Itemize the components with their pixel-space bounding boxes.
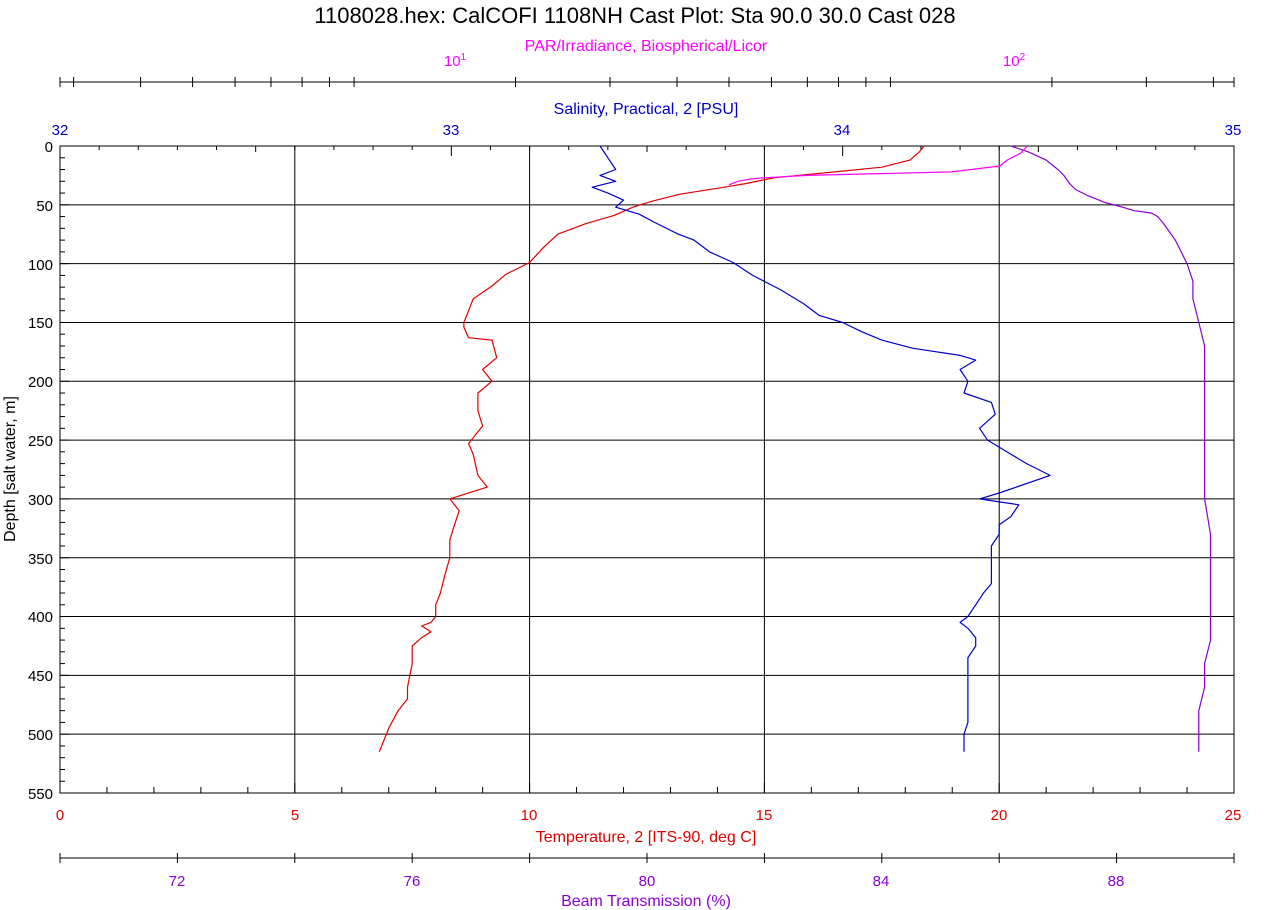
temperature-tick-label-20: 20 xyxy=(991,807,1008,824)
par-axis xyxy=(59,77,1235,87)
salinity-tick-label-34: 34 xyxy=(834,122,851,139)
beam-tick-label-80: 80 xyxy=(639,873,656,890)
depth-axis-label: Depth [salt water, m] xyxy=(2,396,19,542)
salinity-tick-label-32: 32 xyxy=(52,122,69,139)
temperature-tick-label-25: 25 xyxy=(1225,807,1242,824)
series-layer xyxy=(378,145,1212,753)
par-tick-label-10: 101 xyxy=(444,52,467,70)
salinity-profile-line xyxy=(591,145,1051,752)
beam-tick-label-88: 88 xyxy=(1108,873,1125,890)
par-tick-label-100: 102 xyxy=(1003,52,1026,70)
beam-axis-label: Beam Transmission (%) xyxy=(561,893,731,910)
beam-tick-label-84: 84 xyxy=(873,873,890,890)
salinity-axis: 32 33 34 35 xyxy=(52,122,1242,156)
temperature-profile-line xyxy=(378,145,925,753)
salinity-axis-label: Salinity, Practical, 2 [PSU] xyxy=(554,101,739,118)
temperature-tick-label-15: 15 xyxy=(756,807,773,824)
beam-axis: 72 76 80 84 88 xyxy=(59,853,1235,890)
salinity-tick-label-35: 35 xyxy=(1225,122,1242,139)
depth-tick-label-550: 550 xyxy=(28,786,53,803)
depth-tick-label-350: 350 xyxy=(28,551,53,568)
temperature-axis: 0 5 10 15 20 25 xyxy=(56,783,1242,824)
depth-tick-label-300: 300 xyxy=(28,492,53,509)
temperature-tick-label-0: 0 xyxy=(56,807,64,824)
depth-tick-label-50: 50 xyxy=(36,198,53,215)
depth-tick-label-450: 450 xyxy=(28,668,53,685)
salinity-tick-label-33: 33 xyxy=(443,122,460,139)
beam-profile-line xyxy=(1010,145,1212,752)
depth-tick-label-250: 250 xyxy=(28,433,53,450)
depth-tick-label-200: 200 xyxy=(28,374,53,391)
par-axis-label: PAR/Irradiance, Biospherical/Licor xyxy=(525,38,768,55)
depth-axis: 0 50 100 150 200 250 300 350 400 450 500… xyxy=(28,139,69,803)
par-profile-line xyxy=(728,145,1028,186)
depth-tick-label-150: 150 xyxy=(28,315,53,332)
temperature-tick-label-5: 5 xyxy=(291,807,299,824)
beam-tick-label-72: 72 xyxy=(169,873,186,890)
depth-tick-label-500: 500 xyxy=(28,727,53,744)
chart-title: 1108028.hex: CalCOFI 1108NH Cast Plot: S… xyxy=(314,3,955,28)
plot-frame xyxy=(59,145,1235,794)
temperature-axis-label: Temperature, 2 [ITS-90, deg C] xyxy=(536,829,757,846)
beam-tick-label-76: 76 xyxy=(404,873,421,890)
temperature-tick-label-10: 10 xyxy=(521,807,538,824)
depth-tick-label-100: 100 xyxy=(28,257,53,274)
depth-tick-label-0: 0 xyxy=(45,139,53,156)
plot-grid xyxy=(60,146,1234,793)
depth-tick-label-400: 400 xyxy=(28,609,53,626)
